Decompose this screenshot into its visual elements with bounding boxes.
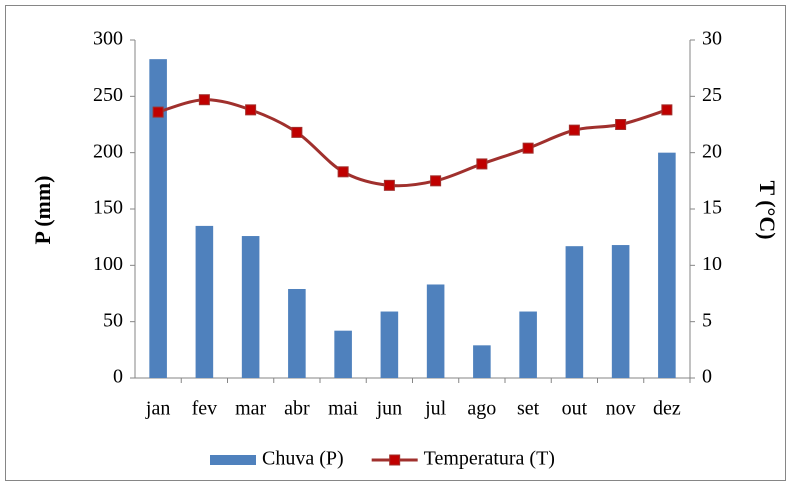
legend-swatch [210, 455, 256, 465]
marker [245, 104, 257, 116]
x-tick-label: out [562, 398, 588, 420]
bar [195, 225, 214, 378]
y2-tick-label: 20 [702, 140, 722, 162]
y-tick-label: 200 [93, 140, 123, 162]
y-tick-label: 300 [93, 28, 123, 50]
x-tick-label: mar [235, 398, 266, 420]
bar [473, 345, 491, 378]
y2-axis-label: T (°C) [755, 180, 780, 239]
marker [476, 158, 488, 170]
marker [291, 126, 303, 138]
x-tick-label: ago [467, 398, 496, 420]
marker [615, 119, 627, 130]
bar [565, 246, 584, 378]
y-tick-label: 100 [93, 253, 123, 275]
y2-tick-label: 0 [702, 366, 712, 388]
marker [383, 179, 395, 191]
y2-tick-label: 15 [702, 197, 722, 219]
marker [430, 175, 442, 187]
y-axis-label: P (mm) [30, 175, 55, 244]
x-tick-label: set [517, 398, 540, 420]
x-tick-label: nov [606, 398, 636, 420]
bar [426, 284, 445, 378]
bar [288, 288, 306, 378]
x-tick-label: jul [424, 398, 447, 420]
y-tick-label: 50 [103, 309, 123, 331]
x-tick-label: fev [192, 398, 218, 420]
legend-label: Temperatura (T) [424, 448, 555, 470]
bar [519, 311, 537, 378]
y-tick-label: 150 [93, 197, 123, 219]
marker [198, 94, 210, 106]
x-tick-label: dez [653, 398, 681, 420]
y2-tick-label: 10 [702, 253, 722, 275]
y-tick-label: 250 [93, 84, 123, 106]
x-tick-label: mai [328, 398, 358, 420]
bar [241, 236, 260, 378]
y2-tick-label: 25 [702, 84, 722, 106]
bar [658, 152, 676, 378]
x-tick-label: abr [284, 398, 310, 420]
x-tick-label: jan [145, 398, 170, 420]
y-tick-label: 0 [113, 366, 123, 388]
bar [611, 245, 630, 378]
x-tick-label: jun [376, 398, 403, 420]
marker [661, 104, 673, 116]
bar [380, 311, 399, 378]
marker [152, 106, 164, 118]
legend-label: Chuva (P) [262, 448, 344, 470]
y2-tick-label: 5 [702, 309, 712, 331]
marker [337, 166, 349, 178]
bar [334, 330, 352, 378]
y2-tick-label: 30 [702, 28, 722, 50]
marker [568, 124, 580, 136]
legend-marker [389, 454, 401, 466]
bar [149, 59, 167, 379]
marker [522, 142, 534, 154]
